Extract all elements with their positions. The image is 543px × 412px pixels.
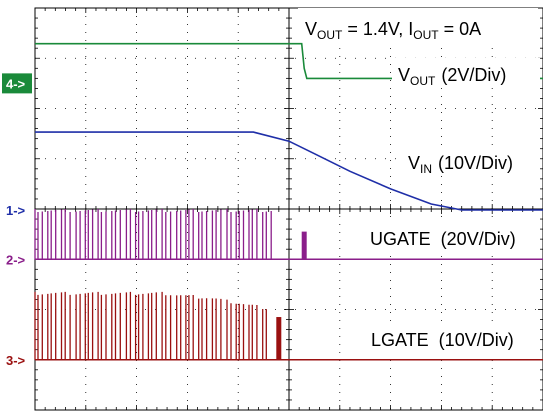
ugate-pulse <box>301 231 307 260</box>
lgate-pulse <box>276 317 282 360</box>
condition-label: VOUT = 1.4V, IOUT = 0A <box>305 19 481 42</box>
channel-markers: 4-> 1-> 2-> 3-> <box>2 73 32 368</box>
channel-2-marker: 2-> <box>6 252 26 267</box>
channel-4-marker: 4-> <box>6 76 26 91</box>
lgate-label: LGATE (10V/Div) <box>371 330 514 350</box>
ugate-label-bg <box>365 222 540 252</box>
ugate-label: UGATE (20V/Div) <box>370 229 516 249</box>
vout-label: VOUT (2V/Div) <box>398 65 506 88</box>
ugate-switching-pulses <box>34 209 272 260</box>
traces <box>34 42 543 361</box>
vin-trace <box>35 131 543 211</box>
lgate-label-bg <box>365 323 540 353</box>
vin-label: VIN (10V/Div) <box>408 153 513 176</box>
vin-label-bg <box>400 146 540 176</box>
channel-1-marker: 1-> <box>6 203 26 218</box>
ugate-trace <box>34 209 543 260</box>
condition-label-bg <box>298 8 538 42</box>
vout-label-bg <box>392 58 540 88</box>
vout-trace <box>35 42 543 80</box>
lgate-switching-pulses <box>34 291 267 360</box>
channel-4-marker-bg <box>2 73 32 94</box>
lgate-trace <box>34 291 543 361</box>
channel-3-marker: 3-> <box>6 353 26 368</box>
